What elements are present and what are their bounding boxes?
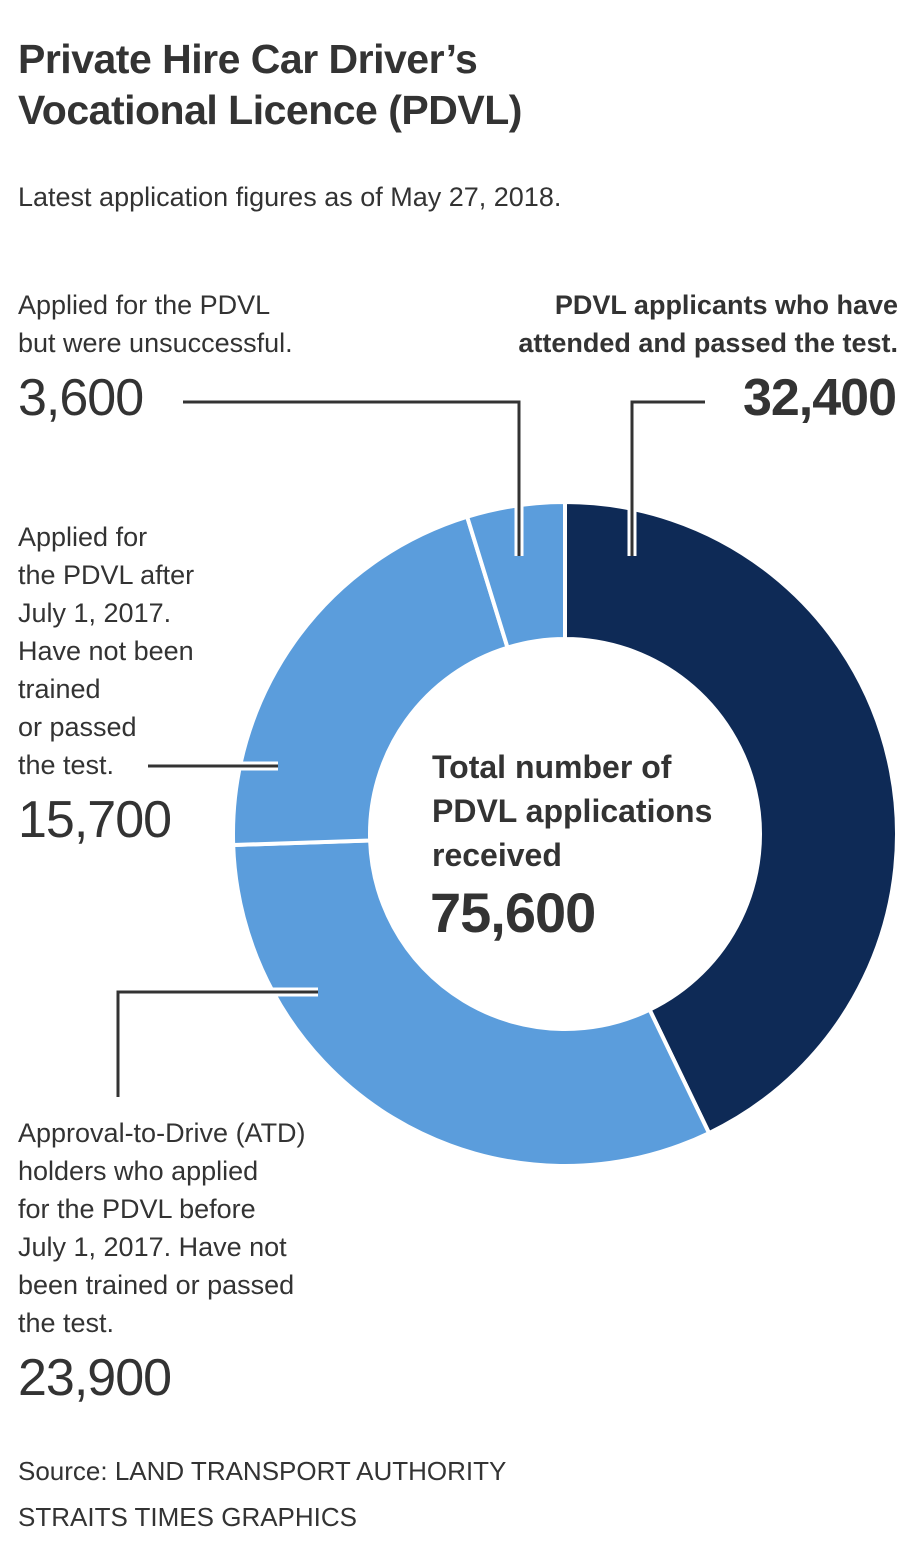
title-line-1: Private Hire Car Driver’s — [18, 36, 478, 82]
donut-slice-unsuccessful — [464, 499, 567, 651]
label-text: Have not been — [18, 636, 194, 666]
chart-title: Private Hire Car Driver’s Vocational Lic… — [18, 34, 522, 136]
title-line-2: Vocational Licence (PDVL) — [18, 87, 522, 133]
label-text: the PDVL after — [18, 560, 195, 590]
label-text: Applied for — [18, 522, 148, 552]
label-text: the test. — [18, 750, 115, 780]
leader-passed — [630, 400, 705, 556]
label-unsuccessful: Applied for the PDVL but were unsuccessf… — [18, 286, 293, 362]
source: Source: LAND TRANSPORT AUTHORITY — [18, 1456, 507, 1486]
donut-slice-passed — [563, 499, 899, 1136]
center-label-line: PDVL applications — [432, 793, 713, 829]
label-text: for the PDVL before — [18, 1194, 256, 1224]
value-passed: 32,400 — [742, 369, 897, 427]
value-atd: 23,900 — [18, 1349, 172, 1407]
label-after: Applied for the PDVL after July 1, 2017.… — [18, 518, 194, 784]
credit: STRAITS TIMES GRAPHICS — [18, 1502, 358, 1532]
value-unsuccessful: 3,600 — [18, 369, 144, 427]
leader-unsuccessful — [183, 400, 521, 556]
center-label: Total number of PDVL applications receiv… — [432, 745, 712, 877]
label-text: trained — [18, 674, 101, 704]
donut-slice-after — [231, 514, 511, 848]
subtitle: Latest application figures as of May 27,… — [18, 182, 562, 212]
label-text: or passed — [18, 712, 137, 742]
label-text: but were unsuccessful. — [18, 328, 293, 358]
center-total: 75,600 — [430, 881, 596, 944]
label-text: the test. — [18, 1308, 115, 1338]
label-text: PDVL applicants who have — [554, 290, 898, 320]
leader-atd — [116, 990, 318, 1097]
label-text: Approval-to-Drive (ATD) — [18, 1118, 306, 1148]
label-text: July 1, 2017. — [18, 598, 172, 628]
value-after: 15,700 — [18, 791, 172, 849]
label-text: been trained or passed — [18, 1270, 295, 1300]
label-text: July 1, 2017. Have not — [18, 1232, 287, 1262]
label-text: holders who applied — [18, 1156, 259, 1186]
label-atd: Approval-to-Drive (ATD) holders who appl… — [18, 1114, 306, 1342]
label-text: attended and passed the test. — [518, 328, 898, 358]
center-label-line: Total number of — [432, 749, 672, 785]
center-label-line: received — [432, 837, 562, 873]
label-text: Applied for the PDVL — [18, 290, 271, 320]
label-passed: PDVL applicants who have attended and pa… — [518, 286, 898, 362]
donut-slice-atd — [231, 838, 712, 1168]
